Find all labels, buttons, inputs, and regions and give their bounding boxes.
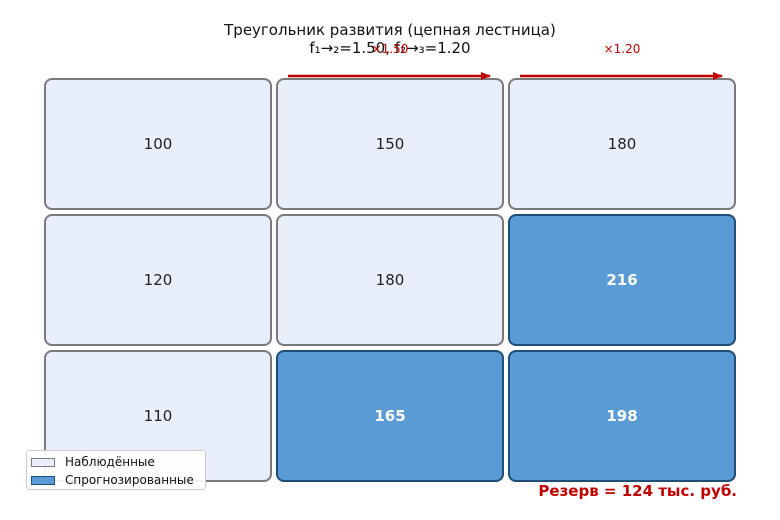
cell-r2-c2: 180 bbox=[276, 214, 504, 346]
legend-item-projected: Спрогнозированные bbox=[31, 473, 194, 487]
legend-swatch-observed bbox=[31, 457, 55, 467]
reserve-total: Резерв = 124 тыс. руб. bbox=[538, 482, 737, 500]
factor-label-2: ×1.20 bbox=[603, 42, 641, 56]
legend-swatch-projected bbox=[31, 475, 55, 485]
cell-r2-c1: 120 bbox=[44, 214, 272, 346]
legend-label-projected: Спрогнозированные bbox=[65, 473, 194, 487]
cell-r1-c3: 180 bbox=[508, 78, 736, 210]
legend: Наблюдённые Спрогнозированные bbox=[26, 450, 206, 490]
cell-r1-c1: 100 bbox=[44, 78, 272, 210]
cell-r3-c3: 198 bbox=[508, 350, 736, 482]
diagram-title: Треугольник развития (цепная лестница) bbox=[224, 21, 556, 39]
legend-label-observed: Наблюдённые bbox=[65, 455, 155, 469]
factor-label-1: ×1.50 bbox=[371, 42, 409, 56]
cell-r1-c2: 150 bbox=[276, 78, 504, 210]
cell-r3-c2: 165 bbox=[276, 350, 504, 482]
cell-r2-c3: 216 bbox=[508, 214, 736, 346]
diagram-subtitle: f₁→₂=1.50, f₂→₃=1.20 bbox=[309, 39, 471, 57]
legend-item-observed: Наблюдённые bbox=[31, 455, 155, 469]
